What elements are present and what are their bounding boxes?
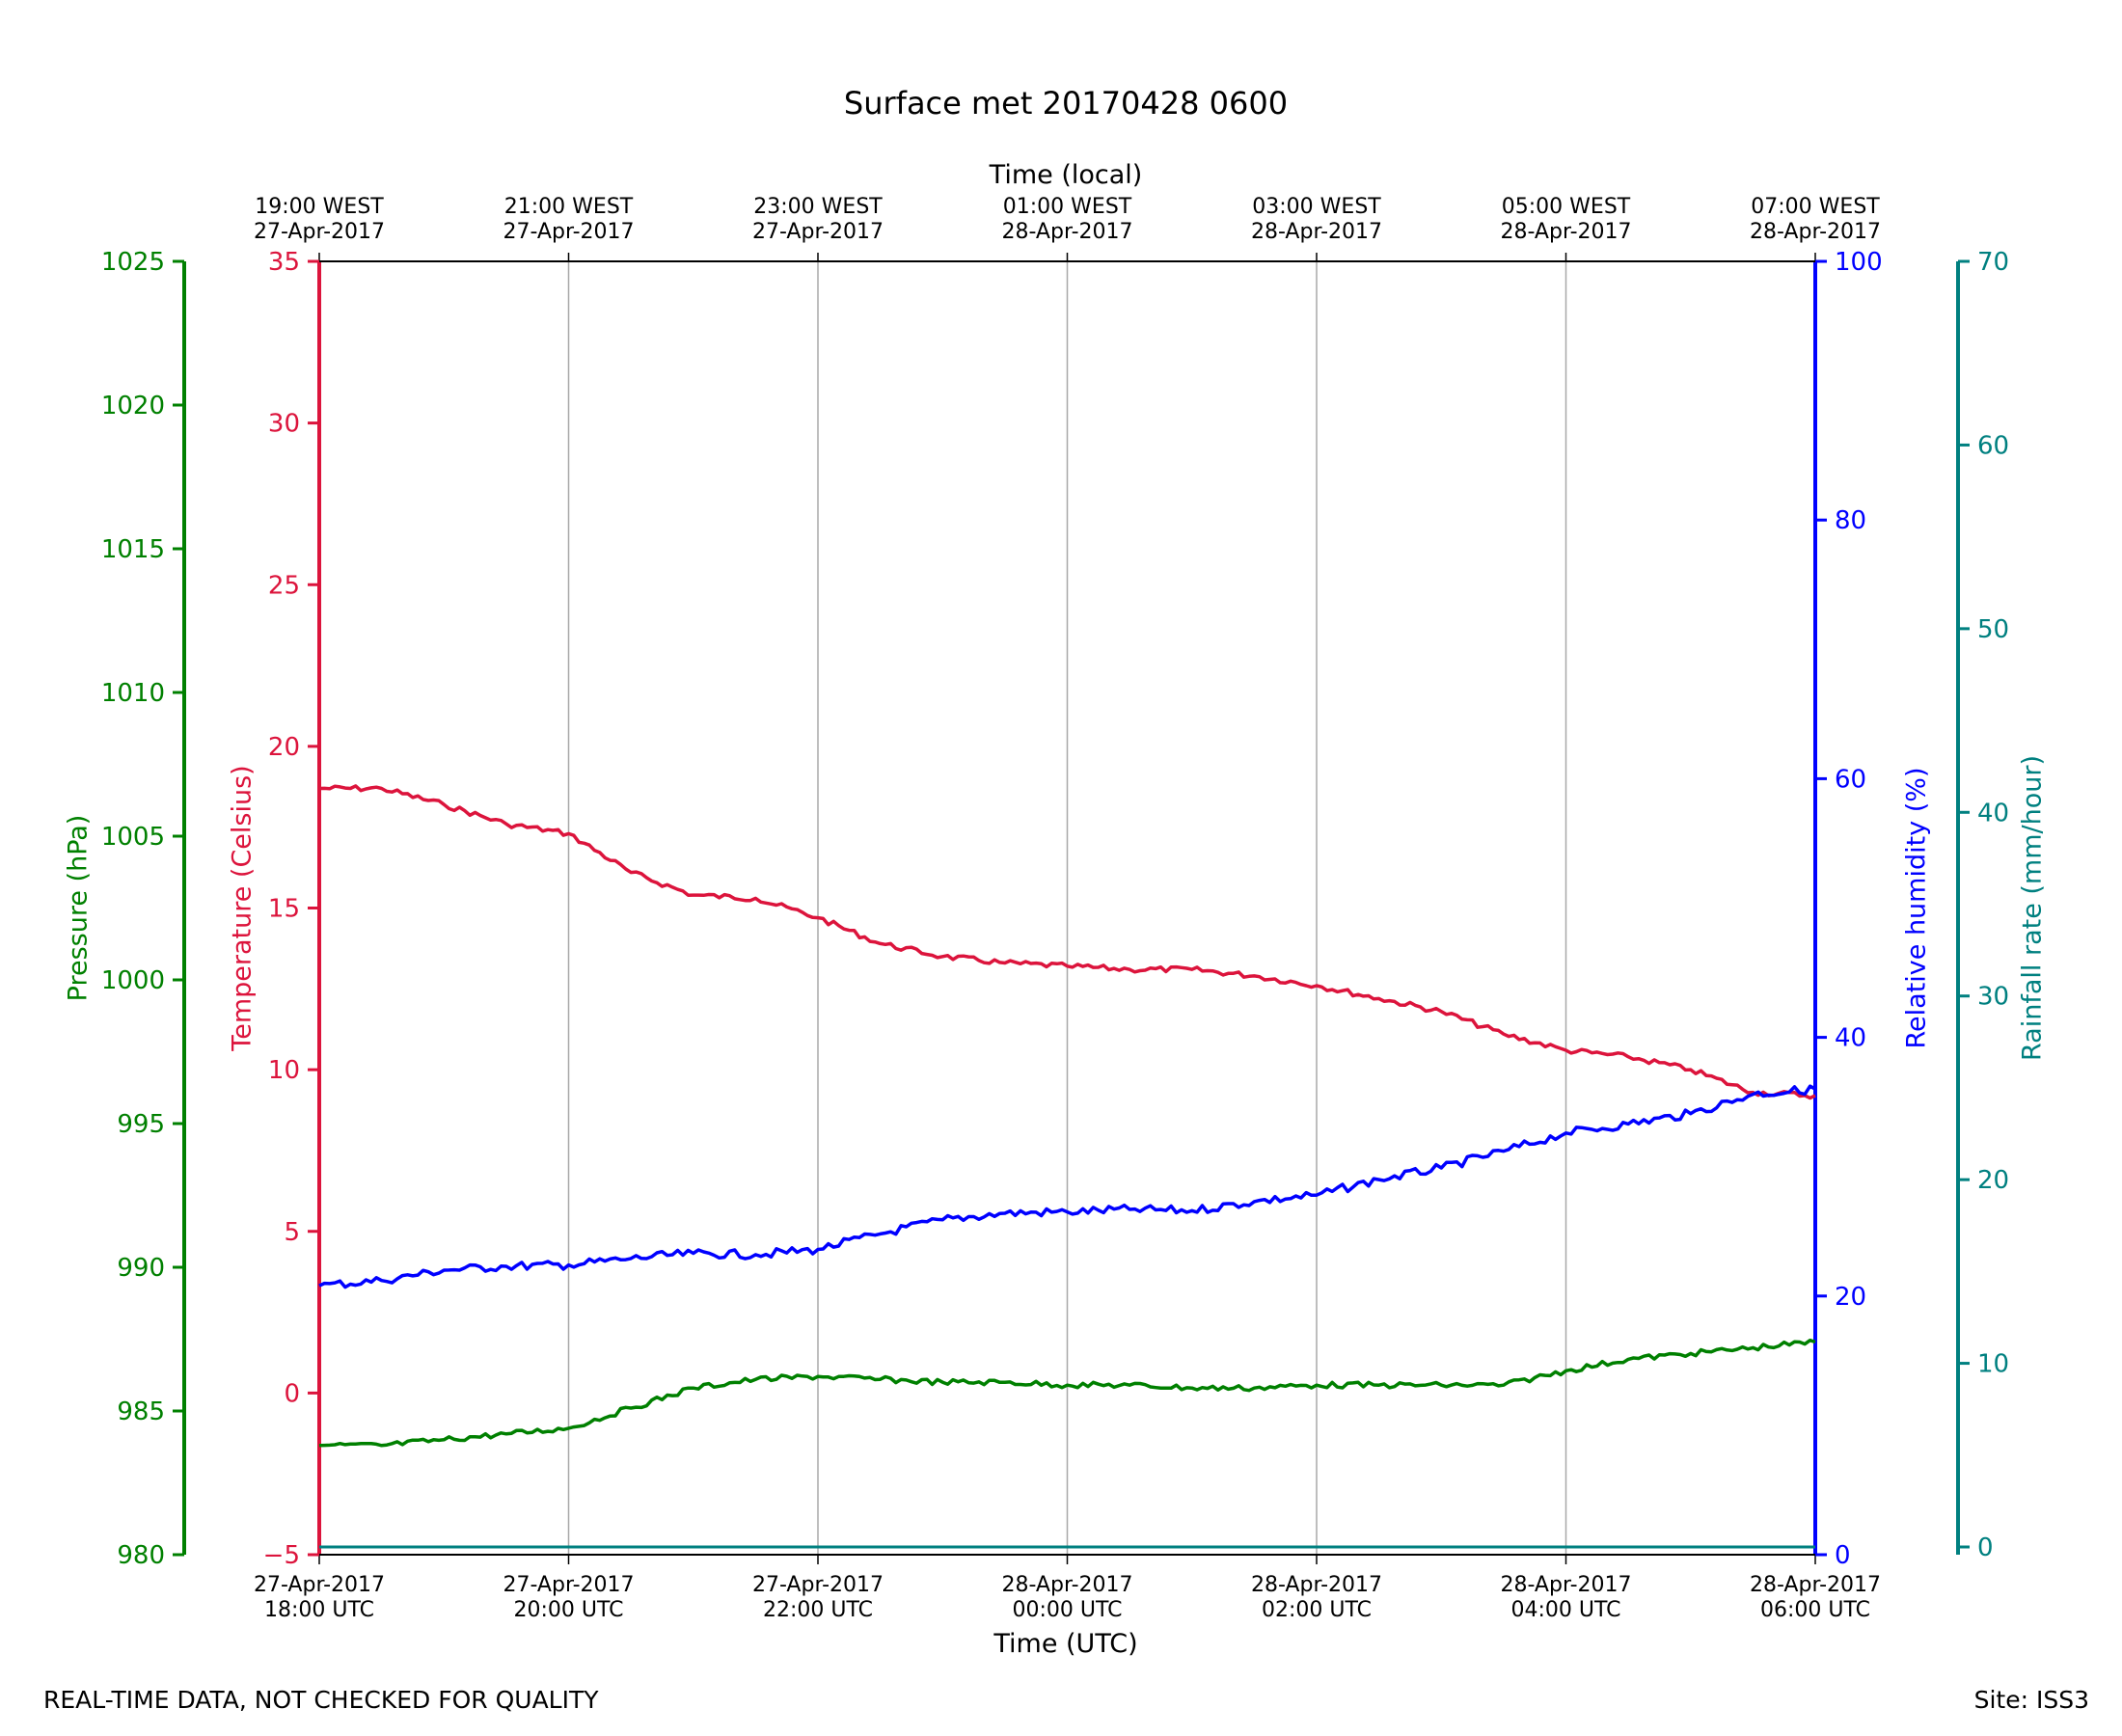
x-tick-label-time: 22:00 UTC: [763, 1598, 873, 1622]
x-tick-label-time: 20:00 UTC: [513, 1598, 623, 1622]
top-tick-label-date: 28-Apr-2017: [1500, 220, 1631, 244]
top-tick-label-date: 28-Apr-2017: [1251, 220, 1382, 244]
quality-disclaimer: REAL-TIME DATA, NOT CHECKED FOR QUALITY: [43, 1686, 599, 1714]
axis-label-pressure: Pressure (hPa): [64, 815, 94, 1002]
plot-frame: [319, 260, 1815, 1556]
top-tick-label-time: 21:00 WEST: [504, 195, 634, 219]
y-tick-label-pressure: 990: [117, 1254, 165, 1283]
top-tick-label-time: 01:00 WEST: [1003, 195, 1132, 219]
x-axis-label: Time (UTC): [993, 1629, 1137, 1659]
x-tick-label-date: 28-Apr-2017: [1750, 1573, 1881, 1597]
x-tick-label-date: 28-Apr-2017: [1500, 1573, 1631, 1597]
top-axis-label: Time (local): [989, 160, 1143, 190]
top-tick-label-time: 19:00 WEST: [255, 195, 384, 219]
y-tick-label-rainfall: 10: [1977, 1350, 2009, 1379]
x-tick-label-time: 18:00 UTC: [264, 1598, 374, 1622]
y-tick-label-pressure: 1015: [101, 535, 165, 564]
top-tick-label-time: 07:00 WEST: [1751, 195, 1880, 219]
axis-humidity: 0 20 40 60 80 100 Relative humidity (%): [1813, 248, 1932, 1570]
x-tick-label-date: 27-Apr-2017: [503, 1573, 634, 1597]
top-tick-label-date: 28-Apr-2017: [1750, 220, 1881, 244]
y-tick-label-temperature: 15: [268, 895, 300, 924]
top-tick-label-date: 27-Apr-2017: [752, 220, 884, 244]
x-tick-label-time: 06:00 UTC: [1760, 1598, 1870, 1622]
x-tick-label-date: 27-Apr-2017: [254, 1573, 385, 1597]
series-line-humidity: [318, 1084, 1816, 1289]
y-tick-label-pressure: 1010: [101, 679, 165, 708]
top-tick-label-time: 03:00 WEST: [1252, 195, 1381, 219]
y-tick-label-temperature: 30: [268, 410, 300, 439]
x-tick-label-date: 28-Apr-2017: [1001, 1573, 1132, 1597]
y-tick-label-pressure: 985: [117, 1397, 165, 1426]
axis-label-temperature: Temperature (Celsius): [228, 765, 258, 1051]
x-tick-label-time: 04:00 UTC: [1510, 1598, 1620, 1622]
series-line-pressure: [318, 1338, 1816, 1448]
top-tick-label-date: 28-Apr-2017: [1001, 220, 1132, 244]
x-tick-label-time: 02:00 UTC: [1262, 1598, 1372, 1622]
y-tick-label-rainfall: 50: [1977, 615, 2009, 644]
y-tick-label-humidity: 20: [1835, 1283, 1866, 1312]
top-tick-label-time: 23:00 WEST: [753, 195, 883, 219]
y-tick-label-pressure: 1020: [101, 392, 165, 420]
y-tick-label-rainfall: 70: [1977, 248, 2009, 277]
y-tick-label-humidity: 80: [1835, 506, 1866, 535]
axis-label-humidity: Relative humidity (%): [1902, 767, 1932, 1048]
y-tick-label-pressure: 995: [117, 1110, 165, 1139]
top-tick-label-date: 27-Apr-2017: [254, 220, 385, 244]
y-tick-label-pressure: 1000: [101, 966, 165, 995]
y-tick-label-temperature: −5: [263, 1541, 300, 1570]
chart-title: Surface met 20170428 0600: [844, 85, 1288, 122]
y-tick-label-pressure: 1025: [101, 248, 165, 277]
y-tick-label-temperature: 5: [284, 1218, 300, 1247]
y-tick-label-temperature: 10: [268, 1056, 300, 1085]
y-tick-label-rainfall: 60: [1977, 431, 2009, 460]
y-tick-label-pressure: 1005: [101, 823, 165, 852]
series-lines: [318, 784, 1816, 1549]
x-tick-label-time: 00:00 UTC: [1012, 1598, 1122, 1622]
y-tick-label-temperature: 25: [268, 571, 300, 600]
y-tick-label-humidity: 60: [1835, 765, 1866, 794]
y-tick-label-temperature: 0: [284, 1379, 300, 1408]
y-tick-label-rainfall: 20: [1977, 1166, 2009, 1195]
top-tick-label-time: 05:00 WEST: [1502, 195, 1631, 219]
y-tick-label-humidity: 40: [1835, 1024, 1866, 1053]
series-line-temperature: [318, 784, 1816, 1100]
y-tick-label-rainfall: 0: [1977, 1533, 1994, 1562]
x-tick-label-date: 27-Apr-2017: [752, 1573, 884, 1597]
gridlines: [567, 261, 1567, 1555]
y-tick-label-temperature: 35: [268, 248, 300, 277]
x-tick-label-date: 28-Apr-2017: [1251, 1573, 1382, 1597]
site-label: Site: ISS3: [1973, 1686, 2089, 1714]
axis-label-rainfall: Rainfall rate (mm/hour): [2018, 755, 2048, 1061]
top-tick-label-date: 27-Apr-2017: [503, 220, 634, 244]
y-tick-label-humidity: 100: [1835, 248, 1883, 277]
y-tick-label-temperature: 20: [268, 733, 300, 762]
y-tick-label-humidity: 0: [1835, 1541, 1851, 1570]
axis-pressure: 980 985 990 995 1000 1005 1010 1015 1020 1025 Pres…: [64, 248, 186, 1570]
axis-rainfall: 0 10 20 30 40 50 60 70 Rainfall rate (mm/hour): [1956, 248, 2048, 1562]
y-tick-label-rainfall: 40: [1977, 799, 2009, 827]
y-tick-label-rainfall: 30: [1977, 983, 2009, 1012]
y-tick-label-pressure: 980: [117, 1541, 165, 1570]
axis-temperature: −5 0 5 10 15 20 25 30 35 Temperature (Celsius): [228, 248, 321, 1570]
